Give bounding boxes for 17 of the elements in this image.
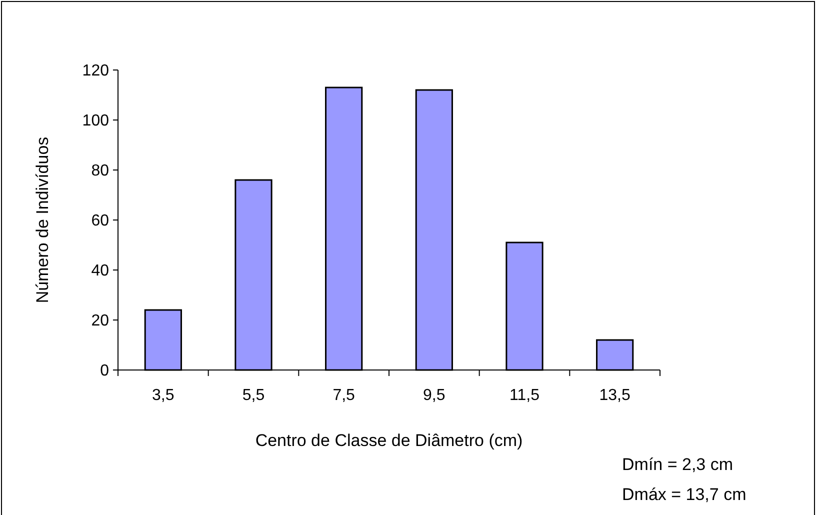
y-tick-label: 60 <box>91 212 110 230</box>
y-axis-title: Número de Indivíduos <box>33 136 52 304</box>
x-tick-label: 5,5 <box>242 387 265 404</box>
text: Dmáx = 13,7 cm <box>622 485 746 504</box>
y-tick-label: 80 <box>91 162 110 180</box>
x-tick-label: 9,5 <box>423 387 446 404</box>
y-tick-label: 20 <box>91 312 110 330</box>
text: Dmín = 2,3 cm <box>622 455 734 474</box>
x-tick-label: 3,5 <box>152 387 174 404</box>
x-tick-label: 7,5 <box>332 387 356 404</box>
x-tick-label: 13,5 <box>599 387 631 404</box>
y-tick-label: 120 <box>82 62 110 80</box>
y-tick-label: 0 <box>100 362 110 380</box>
y-tick-label: 40 <box>91 262 110 280</box>
x-axis-title: Centro de Classe de Diâmetro (cm) <box>255 431 523 450</box>
y-tick-label: 100 <box>82 112 110 130</box>
x-tick-label: 11,5 <box>510 387 540 404</box>
